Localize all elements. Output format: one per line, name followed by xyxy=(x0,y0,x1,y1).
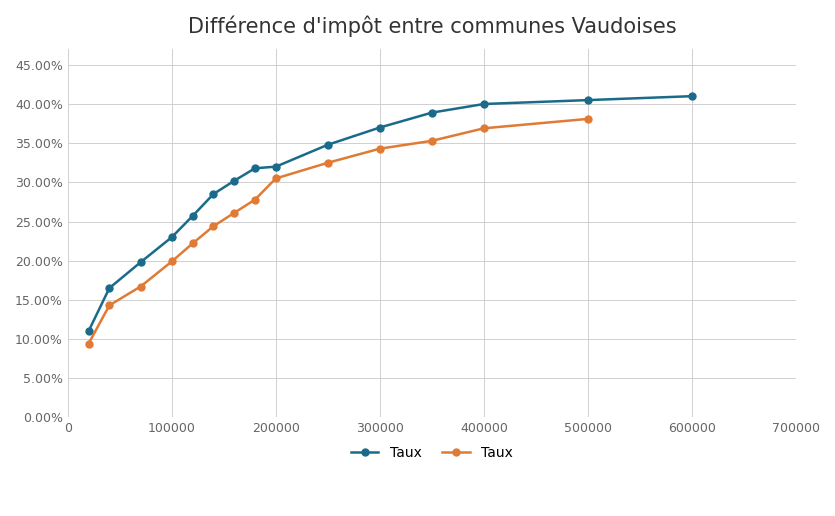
Taux xyxy=(479,101,489,107)
Legend: Taux, Taux: Taux, Taux xyxy=(345,441,519,465)
Taux xyxy=(229,210,239,216)
Taux xyxy=(104,302,114,309)
Taux xyxy=(135,283,145,289)
Taux xyxy=(167,259,177,265)
Taux xyxy=(427,109,437,116)
Taux xyxy=(209,223,219,229)
Taux xyxy=(583,97,593,103)
Taux xyxy=(209,191,219,197)
Taux xyxy=(271,164,281,170)
Taux xyxy=(687,93,697,99)
Taux xyxy=(323,159,333,166)
Title: Différence d'impôt entre communes Vaudoises: Différence d'impôt entre communes Vaudoi… xyxy=(188,15,676,37)
Taux xyxy=(583,116,593,122)
Taux xyxy=(375,124,385,131)
Taux xyxy=(271,175,281,182)
Taux xyxy=(135,259,145,265)
Taux xyxy=(479,125,489,132)
Taux xyxy=(167,234,177,240)
Taux xyxy=(250,165,260,171)
Taux xyxy=(84,341,94,347)
Taux xyxy=(188,240,198,247)
Taux xyxy=(323,142,333,148)
Line: Taux: Taux xyxy=(85,93,696,335)
Taux xyxy=(427,138,437,144)
Taux xyxy=(188,213,198,219)
Line: Taux: Taux xyxy=(85,116,591,347)
Taux xyxy=(84,328,94,334)
Taux xyxy=(375,146,385,152)
Taux xyxy=(104,285,114,291)
Taux xyxy=(250,197,260,203)
Taux xyxy=(229,178,239,184)
